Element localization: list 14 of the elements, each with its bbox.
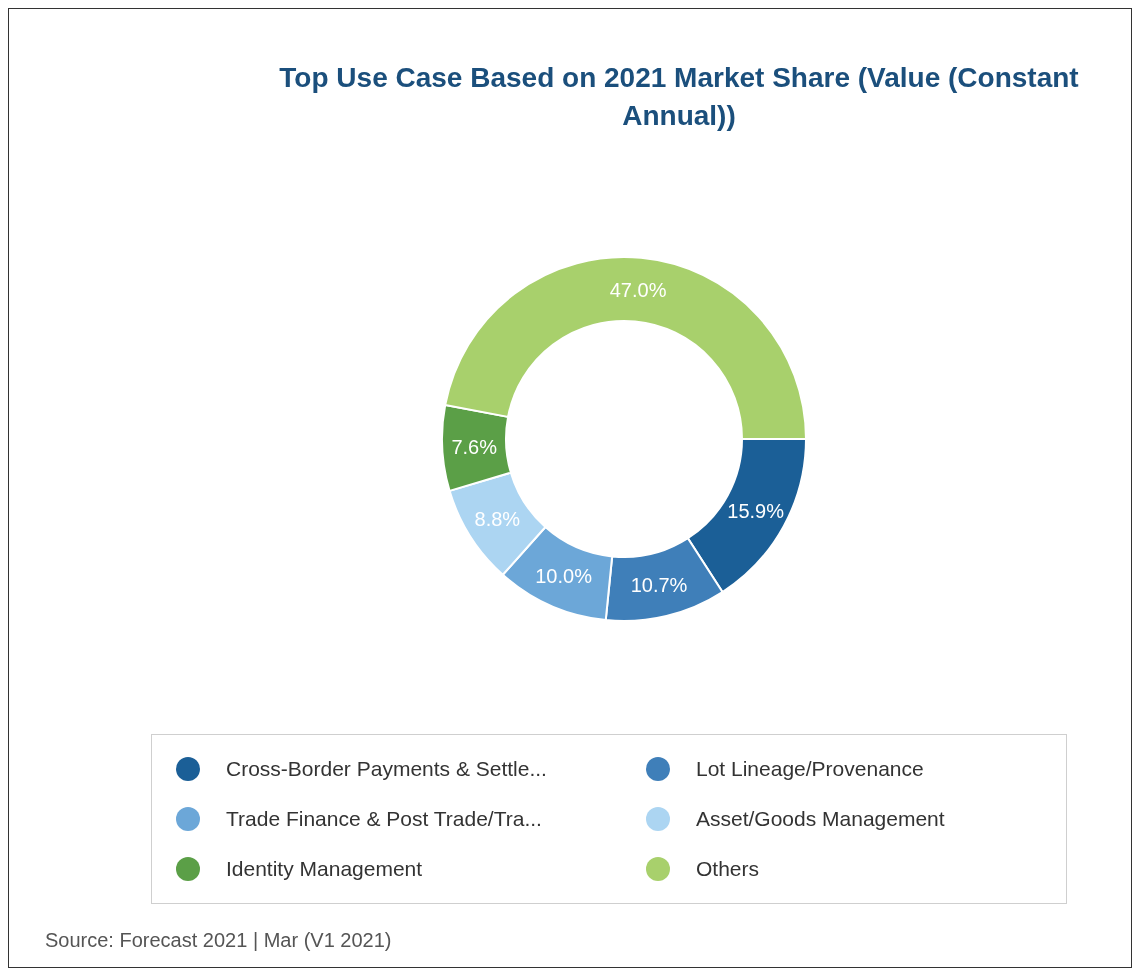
data-label: 7.6%	[451, 435, 498, 458]
legend-label: Trade Finance & Post Trade/Tra...	[226, 807, 542, 831]
source-note: Source: Forecast 2021 | Mar (V1 2021)	[45, 929, 392, 952]
legend-label: Cross-Border Payments & Settle...	[226, 757, 547, 781]
legend-label: Identity Management	[226, 857, 423, 881]
legend-label: Others	[696, 857, 760, 881]
chart-title: Top Use Case Based on 2021 Market Share (Value (Constant Annual))	[278, 61, 1080, 133]
data-label: 15.9%	[727, 499, 785, 522]
data-label: 47.0%	[609, 278, 667, 301]
legend-label: Asset/Goods Management	[696, 807, 945, 831]
legend-label: Lot Lineage/Provenance	[696, 757, 924, 781]
data-label: 8.8%	[474, 508, 521, 531]
data-label: 10.0%	[535, 565, 593, 588]
data-label: 10.7%	[630, 573, 688, 596]
